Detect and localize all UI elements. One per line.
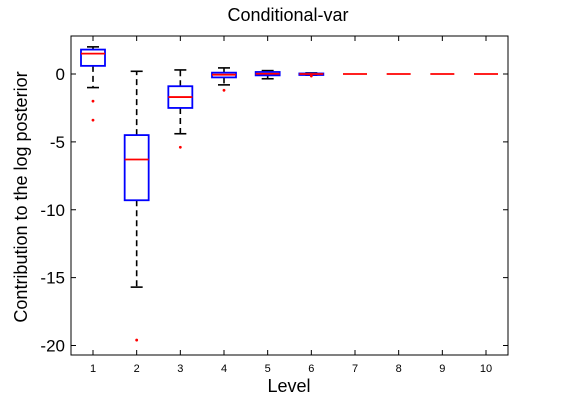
box-level-5 [254,69,281,80]
outlier-point [309,74,313,78]
y-tick-label: -20 [40,336,65,355]
y-tick-label: -10 [40,201,65,220]
outlier-point [222,88,226,92]
x-tick-label: 9 [439,363,445,375]
outlier-point [178,145,182,149]
y-axis-label: Contribution to the log posterior [11,71,31,322]
box-level-6 [298,72,325,78]
y-tick-label: -5 [50,133,65,152]
box-level-3 [167,69,194,149]
y-tick-label: 0 [56,65,65,84]
x-tick-label: 7 [352,363,358,375]
box-level-1 [80,46,106,122]
x-tick-label: 8 [396,363,402,375]
x-tick-label: 5 [265,363,271,375]
boxes-layer [80,46,498,342]
plot-area [70,35,509,356]
x-tick-label: 2 [134,363,140,375]
outlier-point [91,118,95,122]
box-iqr [123,134,150,202]
chart-title: Conditional-var [227,5,348,25]
box-level-4 [211,67,237,92]
outlier-point [91,99,95,103]
x-axis: 1 2 3 4 5 6 7 8 9 10 [90,36,492,375]
x-tick-label: 3 [177,363,183,375]
x-tick-label: 1 [90,363,96,375]
outlier-point [135,338,139,342]
y-tick-label: -15 [40,269,65,288]
x-tick-label: 4 [221,363,227,375]
box-level-2 [123,70,150,342]
y-axis: 0 -5 -10 -15 -20 [40,65,508,355]
box-iqr [80,48,106,67]
x-tick-label: 10 [480,363,492,375]
x-axis-label: Level [267,376,310,396]
x-tick-label: 6 [308,363,314,375]
